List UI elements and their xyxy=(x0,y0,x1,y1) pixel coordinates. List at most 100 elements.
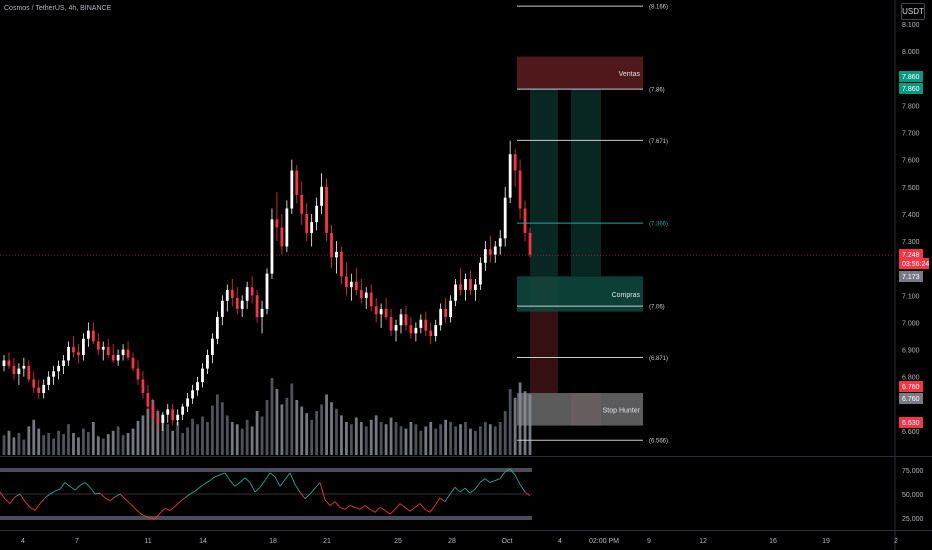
volume-bar xyxy=(444,419,448,455)
rsi-segment xyxy=(429,505,436,513)
volume-bar xyxy=(384,424,388,455)
rsi-segment xyxy=(199,483,206,488)
price-badge xyxy=(899,249,923,260)
y-tick-label: 7.300 xyxy=(902,239,920,246)
rsi-segment xyxy=(119,493,126,500)
rsi-segment xyxy=(224,472,231,481)
volume-bar xyxy=(32,419,36,455)
fib-label: (6.871) xyxy=(649,356,668,362)
candle-body xyxy=(57,365,60,372)
rsi-segment xyxy=(9,496,16,504)
x-tick-label: 4 xyxy=(558,538,562,545)
rsi-segment xyxy=(294,484,301,493)
volume-bar xyxy=(300,406,304,455)
candle-body xyxy=(409,325,413,334)
candle-body xyxy=(191,390,194,399)
y-tick-label: 8.000 xyxy=(902,49,920,56)
volume-bar xyxy=(196,424,199,455)
candle-body xyxy=(171,409,175,421)
rsi-segment xyxy=(319,482,326,500)
volume-bar xyxy=(77,437,80,455)
rsi-segment xyxy=(204,480,211,484)
volume-bar xyxy=(330,402,333,455)
volume-bar xyxy=(478,426,482,455)
candle-body xyxy=(493,246,497,255)
volume-bar xyxy=(186,427,190,455)
rsi-segment xyxy=(439,497,446,503)
volume-bar xyxy=(508,389,512,455)
volume-bar xyxy=(424,426,428,455)
rsi-segment xyxy=(69,485,76,491)
chart-title: Cosmos / TetherUS, 4h, BINANCE xyxy=(4,5,112,12)
rsi-segment xyxy=(489,480,496,483)
volume-bar xyxy=(181,433,185,455)
candle-body xyxy=(255,295,259,318)
rsi-segment xyxy=(324,499,331,506)
candle-body xyxy=(265,273,269,309)
volume-bar xyxy=(220,402,224,455)
rsi-segment xyxy=(384,509,391,515)
rsi-segment xyxy=(334,501,341,508)
price-badge-label: 7.860 xyxy=(902,74,920,81)
price-badge xyxy=(899,417,923,428)
currency-badge[interactable]: USDT xyxy=(901,3,925,20)
candle-body xyxy=(32,379,36,388)
candle-body xyxy=(2,360,6,366)
rsi-segment xyxy=(354,507,361,510)
rsi-band-upper xyxy=(0,468,532,472)
candle-body xyxy=(166,409,170,415)
candle-body xyxy=(300,194,304,214)
rsi-segment xyxy=(49,490,56,495)
candle-body xyxy=(305,213,309,233)
x-tick-label: 7 xyxy=(75,538,79,545)
candle-body xyxy=(354,281,358,290)
zone-label: Compras xyxy=(612,292,641,299)
candle-body xyxy=(384,308,388,318)
volume-bar xyxy=(340,415,343,455)
fib-label: (6.566) xyxy=(649,439,668,445)
rsi-segment xyxy=(284,472,291,480)
volume-bar xyxy=(101,438,105,455)
rsi-segment xyxy=(59,482,66,490)
volume-bar xyxy=(230,422,234,455)
rsi-segment xyxy=(409,507,416,512)
rsi-segment xyxy=(214,474,221,478)
candle-body xyxy=(215,317,219,339)
x-tick-label: 19 xyxy=(822,538,830,545)
rsi-segment xyxy=(169,506,176,511)
volume-bar xyxy=(131,428,135,455)
rsi-segment xyxy=(484,478,491,483)
zone-label: Stop Hunter xyxy=(603,407,641,414)
rsi-segment xyxy=(464,487,471,494)
rsi-segment xyxy=(54,488,61,492)
volume-bar xyxy=(483,422,487,455)
x-tick-label: 28 xyxy=(448,538,456,545)
rsi-segment xyxy=(24,501,31,508)
candle-body xyxy=(459,284,462,290)
volume-bar xyxy=(191,418,194,455)
volume-bar xyxy=(136,420,140,455)
rsi-segment xyxy=(514,474,521,485)
price-badge xyxy=(899,258,929,269)
rsi-segment xyxy=(479,478,486,483)
rsi-segment xyxy=(509,468,516,476)
rsi-segment xyxy=(264,472,271,481)
rsi-segment xyxy=(504,468,511,473)
rsi-segment xyxy=(174,501,181,507)
volume-bar xyxy=(171,430,175,455)
volume-bar xyxy=(240,428,244,455)
rsi-tick-label: 75.000 xyxy=(902,468,924,475)
candle-body xyxy=(72,346,75,353)
price-badge xyxy=(899,83,923,94)
volume-bar xyxy=(67,424,70,455)
candle-body xyxy=(325,186,328,233)
rsi-segment xyxy=(369,508,376,513)
zone-0 xyxy=(517,56,643,90)
rsi-segment xyxy=(519,484,526,493)
price-badge-label: 7.248 xyxy=(902,252,920,259)
volume-bar xyxy=(399,426,403,455)
candle-body xyxy=(379,308,383,315)
rsi-segment xyxy=(309,487,316,495)
rsi-segment xyxy=(139,512,146,517)
